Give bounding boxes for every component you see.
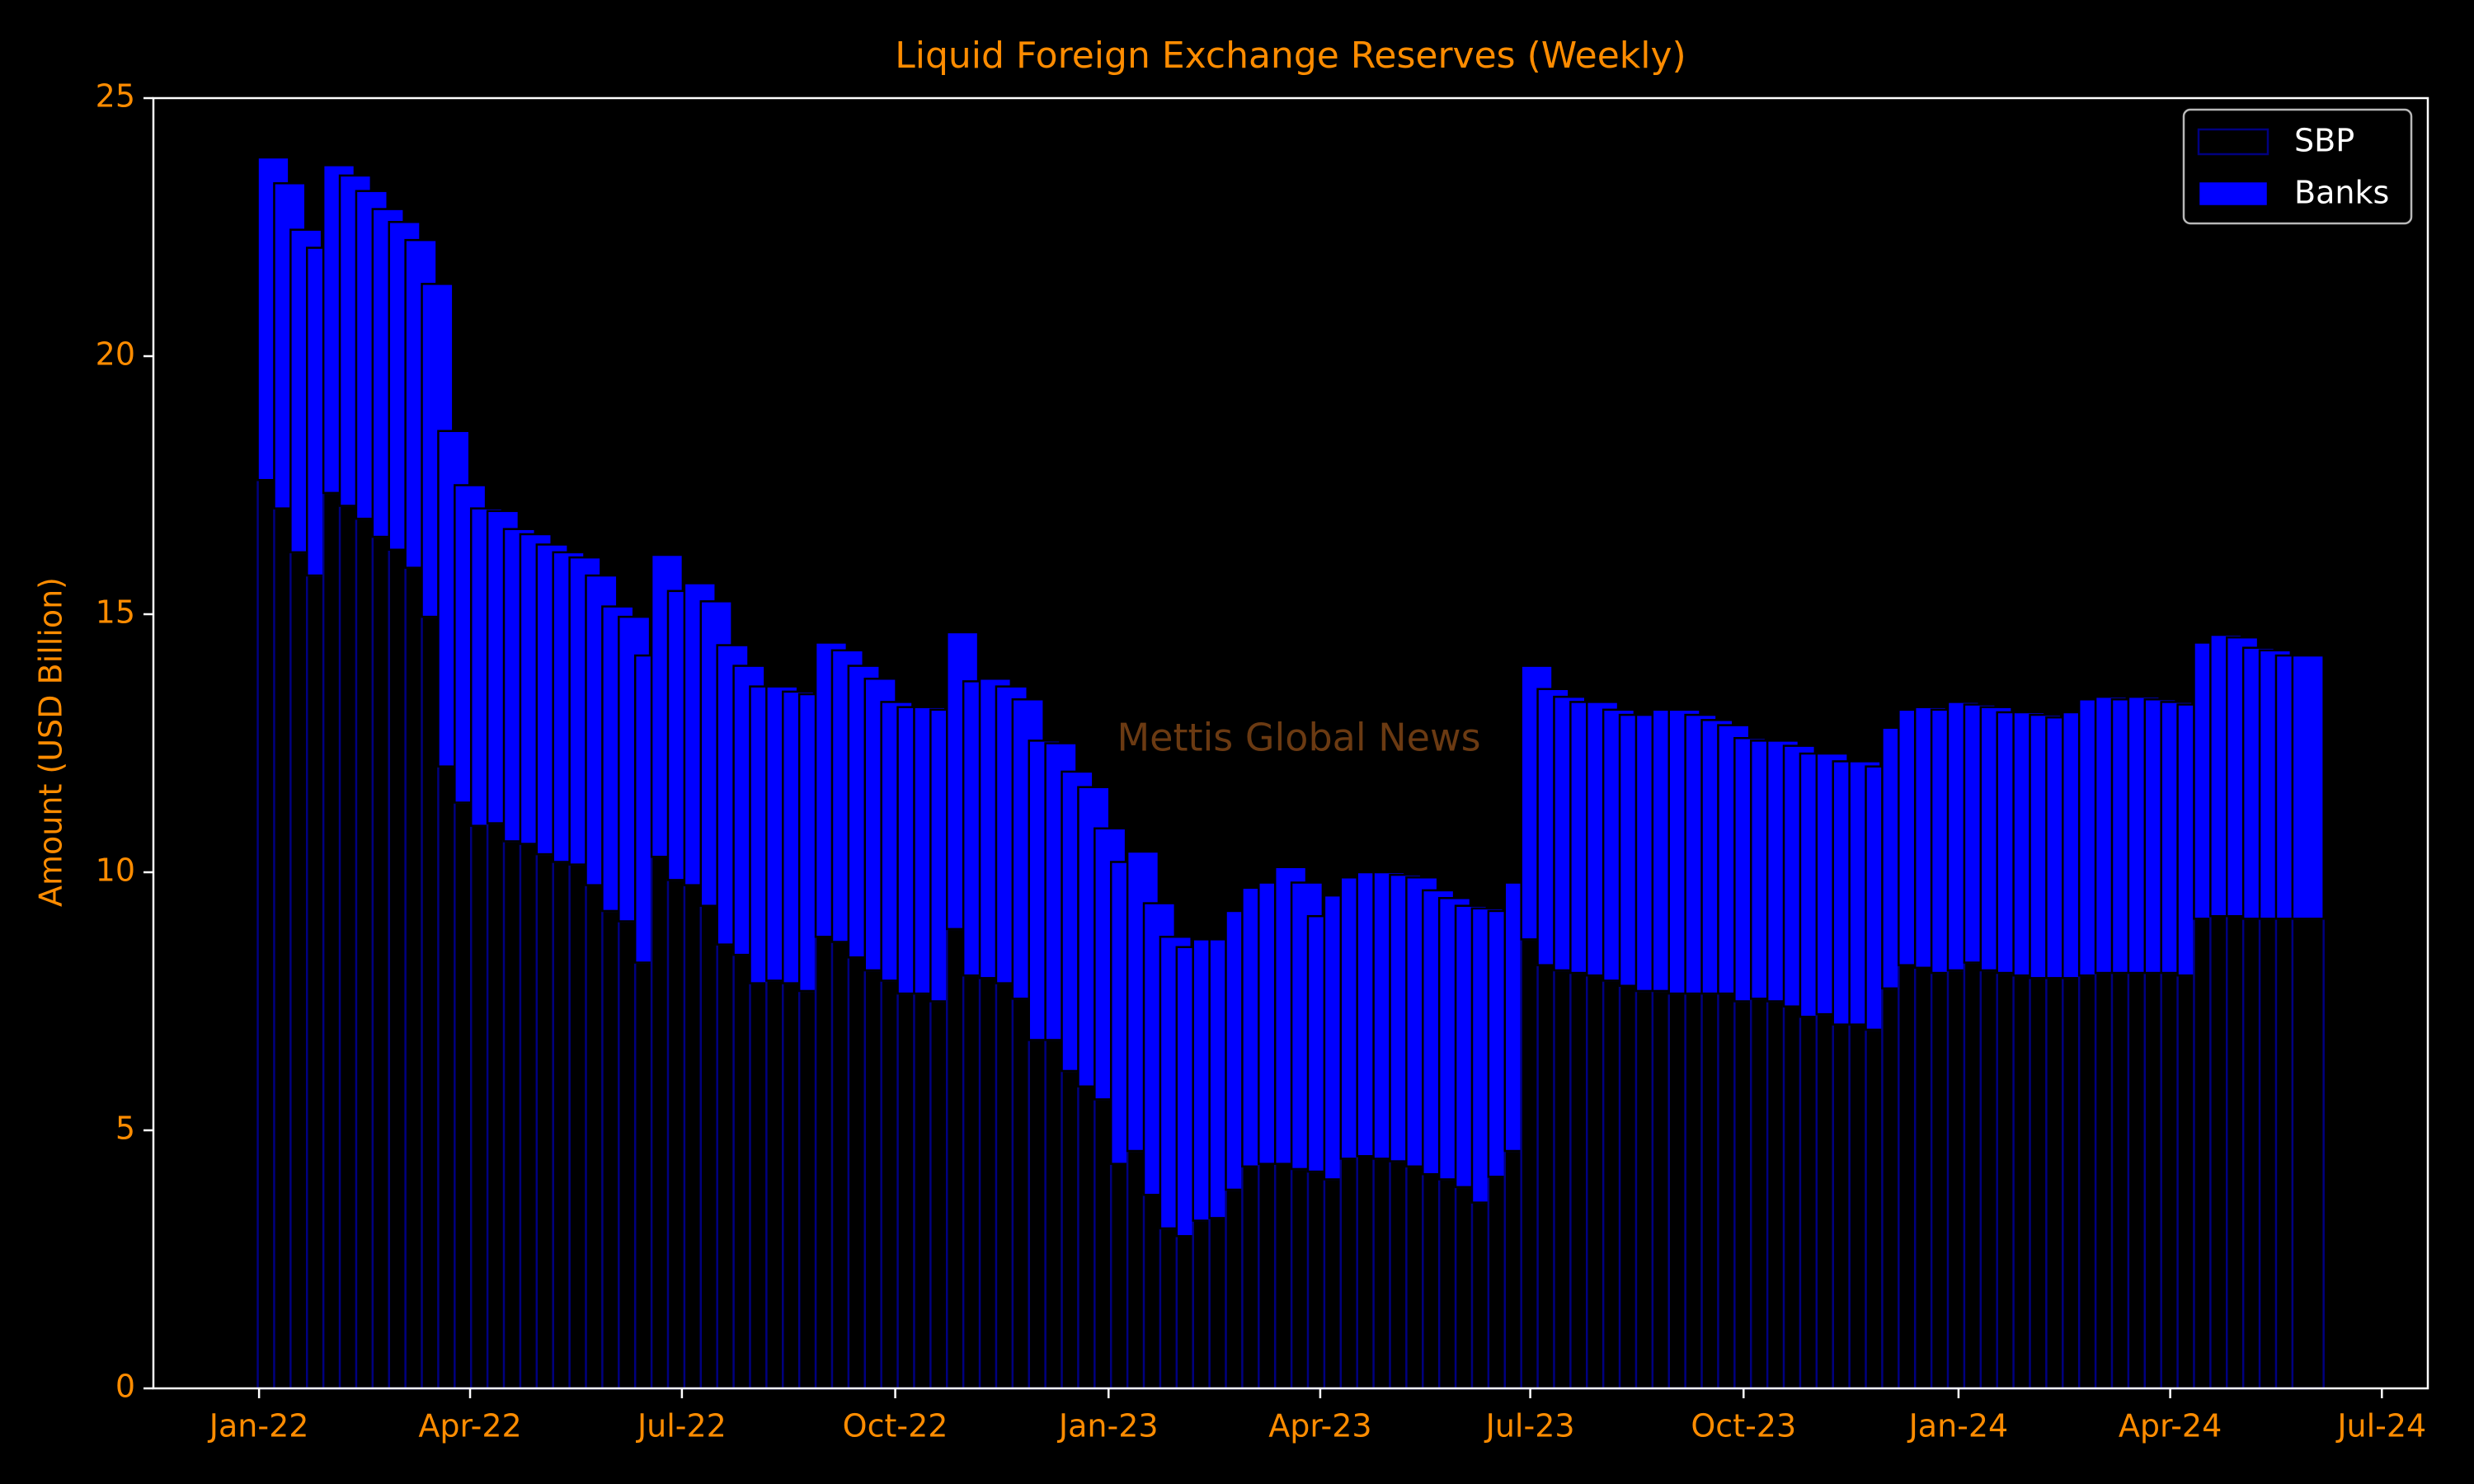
x-tick-label: Oct-23 bbox=[1691, 1408, 1796, 1444]
x-tick-label: Apr-22 bbox=[418, 1408, 521, 1444]
chart-title: Liquid Foreign Exchange Reserves (Weekly… bbox=[895, 35, 1686, 77]
x-tick-label: Jul-22 bbox=[636, 1408, 727, 1444]
watermark: Mettis Global News bbox=[1117, 716, 1480, 760]
y-axis-label: Amount (USD Billion) bbox=[33, 577, 69, 907]
x-tick-label: Jan-22 bbox=[208, 1408, 309, 1444]
plot-frame bbox=[152, 96, 2429, 1390]
y-tick-label: 25 bbox=[96, 78, 135, 115]
y-tick-label: 20 bbox=[96, 336, 135, 373]
legend-swatch bbox=[2197, 128, 2269, 156]
y-tick-label: 5 bbox=[115, 1111, 135, 1147]
x-tick-label: Jul-24 bbox=[2335, 1408, 2426, 1444]
x-tick-label: Jan-23 bbox=[1057, 1408, 1159, 1444]
x-tick-label: Apr-24 bbox=[2119, 1408, 2222, 1444]
bar-segment bbox=[2291, 918, 2325, 1390]
y-tick-label: 15 bbox=[96, 594, 135, 631]
x-tick-label: Jan-24 bbox=[1907, 1408, 2009, 1444]
legend-label: Banks bbox=[2294, 175, 2389, 211]
y-tick-label: 0 bbox=[115, 1369, 135, 1405]
bar-segment bbox=[2291, 654, 2325, 920]
legend-label: SBP bbox=[2294, 123, 2354, 159]
legend-swatch bbox=[2197, 180, 2269, 208]
y-tick-label: 10 bbox=[96, 852, 135, 889]
x-tick-label: Oct-22 bbox=[843, 1408, 948, 1444]
x-tick-label: Jul-23 bbox=[1484, 1408, 1575, 1444]
x-tick-label: Apr-23 bbox=[1268, 1408, 1371, 1444]
